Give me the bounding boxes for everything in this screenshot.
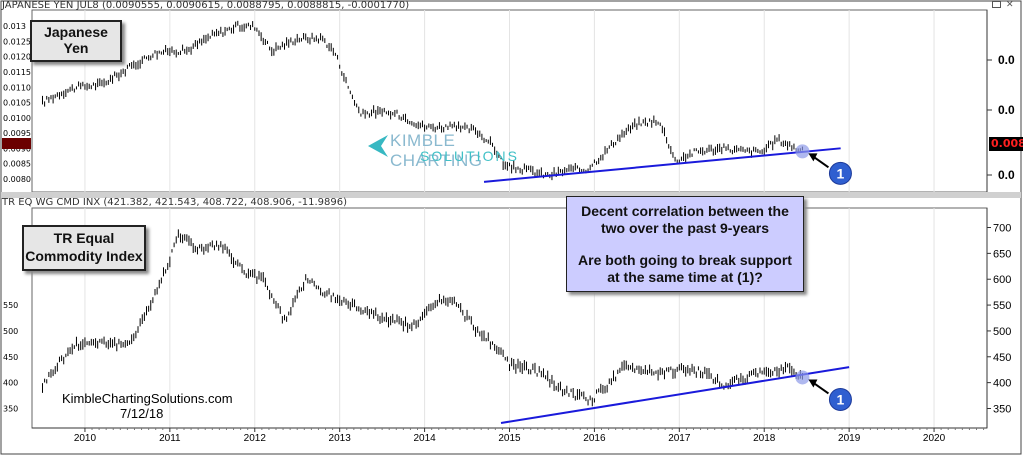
commodity-left-tick-label: 550 xyxy=(3,301,18,310)
watermark: KIMBLE CHARTING SOLUTIONS xyxy=(368,131,543,170)
yen-left-tick-label: 0.0095 xyxy=(3,129,31,138)
yen-right-tick-label: 0.0 xyxy=(998,168,1015,182)
restore-icon[interactable] xyxy=(992,1,1001,8)
last-price-value: 0.0088 xyxy=(991,137,1023,150)
commodity-marker-arrowhead xyxy=(808,379,818,388)
bottom-panel-header: TR EQ WG CMD INX (421.382, 421.543, 408.… xyxy=(2,197,347,208)
x-axis-label: 2015 xyxy=(498,433,521,444)
yen-left-tick-label: 0.0105 xyxy=(3,99,31,108)
watermark-arrow-icon xyxy=(368,135,388,157)
commodity-left-tick-label: 450 xyxy=(3,353,18,362)
x-axis-label: 2016 xyxy=(583,433,606,444)
watermark-line2: SOLUTIONS xyxy=(420,148,519,164)
commodity-right-tick-label: 450 xyxy=(993,352,1011,364)
x-axis-label: 2014 xyxy=(413,433,436,444)
commodity-last-point-highlight xyxy=(795,370,810,385)
x-axis-label: 2012 xyxy=(244,433,267,444)
note-line-2: two over the past 9-years xyxy=(600,220,770,236)
commodity-marker-label: 1 xyxy=(837,391,845,407)
yen-left-tick-label: 0.0115 xyxy=(3,68,31,77)
commodity-marker-circle xyxy=(828,387,852,411)
yen-right-tick-label: 0.0 xyxy=(998,103,1015,117)
separator-bar xyxy=(1,192,1021,198)
yen-left-tick-label: 0.0120 xyxy=(3,53,31,62)
commodity-right-tick-label: 600 xyxy=(993,274,1011,286)
last-price-badge: 0.0088 xyxy=(989,137,1023,151)
yen-left-tick-label: 0.0080 xyxy=(3,175,31,184)
yen-marker-arrowhead xyxy=(808,153,818,162)
commodity-right-tick-label: 550 xyxy=(993,300,1011,312)
yen-marker-label: 1 xyxy=(837,165,845,181)
commodity-right-tick-label: 400 xyxy=(993,378,1011,390)
yen-last-point-highlight xyxy=(795,144,810,159)
yen-marker-circle xyxy=(828,161,852,185)
commodity-left-tick-label: 500 xyxy=(3,327,18,336)
yen-left-tick-label: 0.0125 xyxy=(3,37,31,46)
commodity-right-tick-label: 650 xyxy=(993,248,1011,260)
commodity-left-tick-label: 400 xyxy=(3,379,18,388)
watermark-line1: KIMBLE CHARTING xyxy=(390,131,483,170)
commodity-title-line2: Commodity Index xyxy=(25,248,143,264)
last-price-badge-left xyxy=(2,138,31,149)
yen-left-tick-label: 0.0085 xyxy=(3,160,31,169)
x-axis-label: 2011 xyxy=(159,433,181,444)
x-axis-label: 2019 xyxy=(838,433,861,444)
window-controls: ✕ xyxy=(990,0,1020,9)
yen-title-line1: Japanese xyxy=(44,24,108,40)
date-label: 7/12/18 xyxy=(120,406,164,421)
yen-title-line2: Yen xyxy=(63,40,89,56)
yen-left-tick-label: 0.0110 xyxy=(3,83,31,92)
commodity-left-tick-label: 350 xyxy=(3,404,18,413)
yen-right-tick-label: 0.0 xyxy=(998,53,1015,67)
x-axis-label: 2020 xyxy=(923,433,946,444)
site-label: KimbleChartingSolutions.com xyxy=(62,391,233,406)
commodity-trendline xyxy=(500,366,850,424)
x-axis-label: 2010 xyxy=(74,433,97,444)
yen-left-tick-label: 0.013 xyxy=(3,22,26,31)
commodity-title-box: TR Equal Commodity Index xyxy=(22,225,146,271)
commodity-right-tick-label: 500 xyxy=(993,326,1011,338)
note-line-4: at the same time at (1)? xyxy=(607,269,763,285)
x-axis-label: 2017 xyxy=(668,433,691,444)
top-panel-header: JAPANESE YEN JUL8 (0.0090555, 0.0090615,… xyxy=(2,0,410,11)
commodity-title-line1: TR Equal xyxy=(53,230,115,246)
commodity-right-tick-label: 350 xyxy=(993,403,1011,415)
note-line-1: Decent correlation between the xyxy=(581,203,789,219)
annotation-note-box: Decent correlation between the two over … xyxy=(566,196,804,292)
yen-trendline xyxy=(483,147,841,183)
x-axis-label: 2013 xyxy=(329,433,352,444)
x-axis-label: 2018 xyxy=(753,433,776,444)
close-icon[interactable]: ✕ xyxy=(1006,0,1014,9)
commodity-right-tick-label: 700 xyxy=(993,223,1011,235)
yen-title-box: Japanese Yen xyxy=(30,20,122,62)
yen-left-tick-label: 0.0100 xyxy=(3,114,31,123)
note-line-3: Are both going to break support xyxy=(578,252,792,268)
